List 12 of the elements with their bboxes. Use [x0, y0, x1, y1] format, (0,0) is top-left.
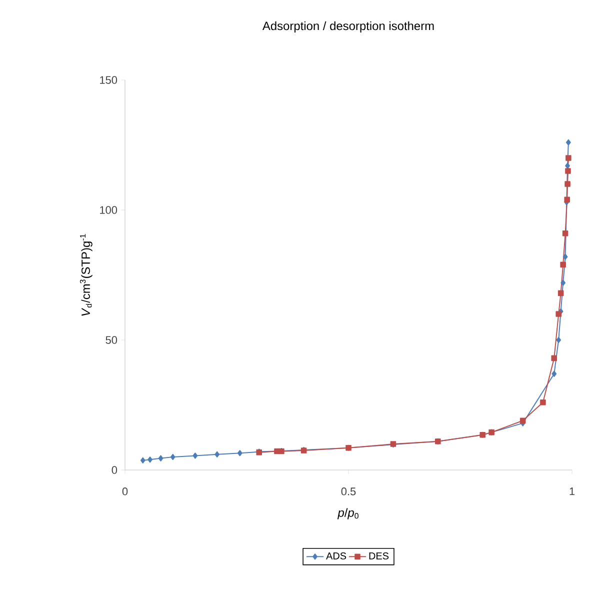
- x-tick-label: 1: [570, 488, 575, 496]
- legend-label: DES: [369, 552, 389, 560]
- chart-title: Adsorption / desorption isotherm: [262, 21, 434, 32]
- x-axis-title: p/p$_{0}$: [337, 508, 358, 520]
- x-tick-label: 0: [122, 488, 128, 496]
- y-tick-label: 0: [112, 466, 118, 474]
- y-tick-label: 100: [100, 206, 118, 214]
- y-axis-title: V$_{d}$/cm$^{3}$(STP)g$^{-1}$: [80, 234, 92, 316]
- y-tick-label: 150: [100, 76, 118, 84]
- legend-label: ADS: [326, 552, 346, 560]
- x-tick-label: 0.5: [341, 488, 356, 496]
- y-tick-label: 50: [106, 336, 118, 344]
